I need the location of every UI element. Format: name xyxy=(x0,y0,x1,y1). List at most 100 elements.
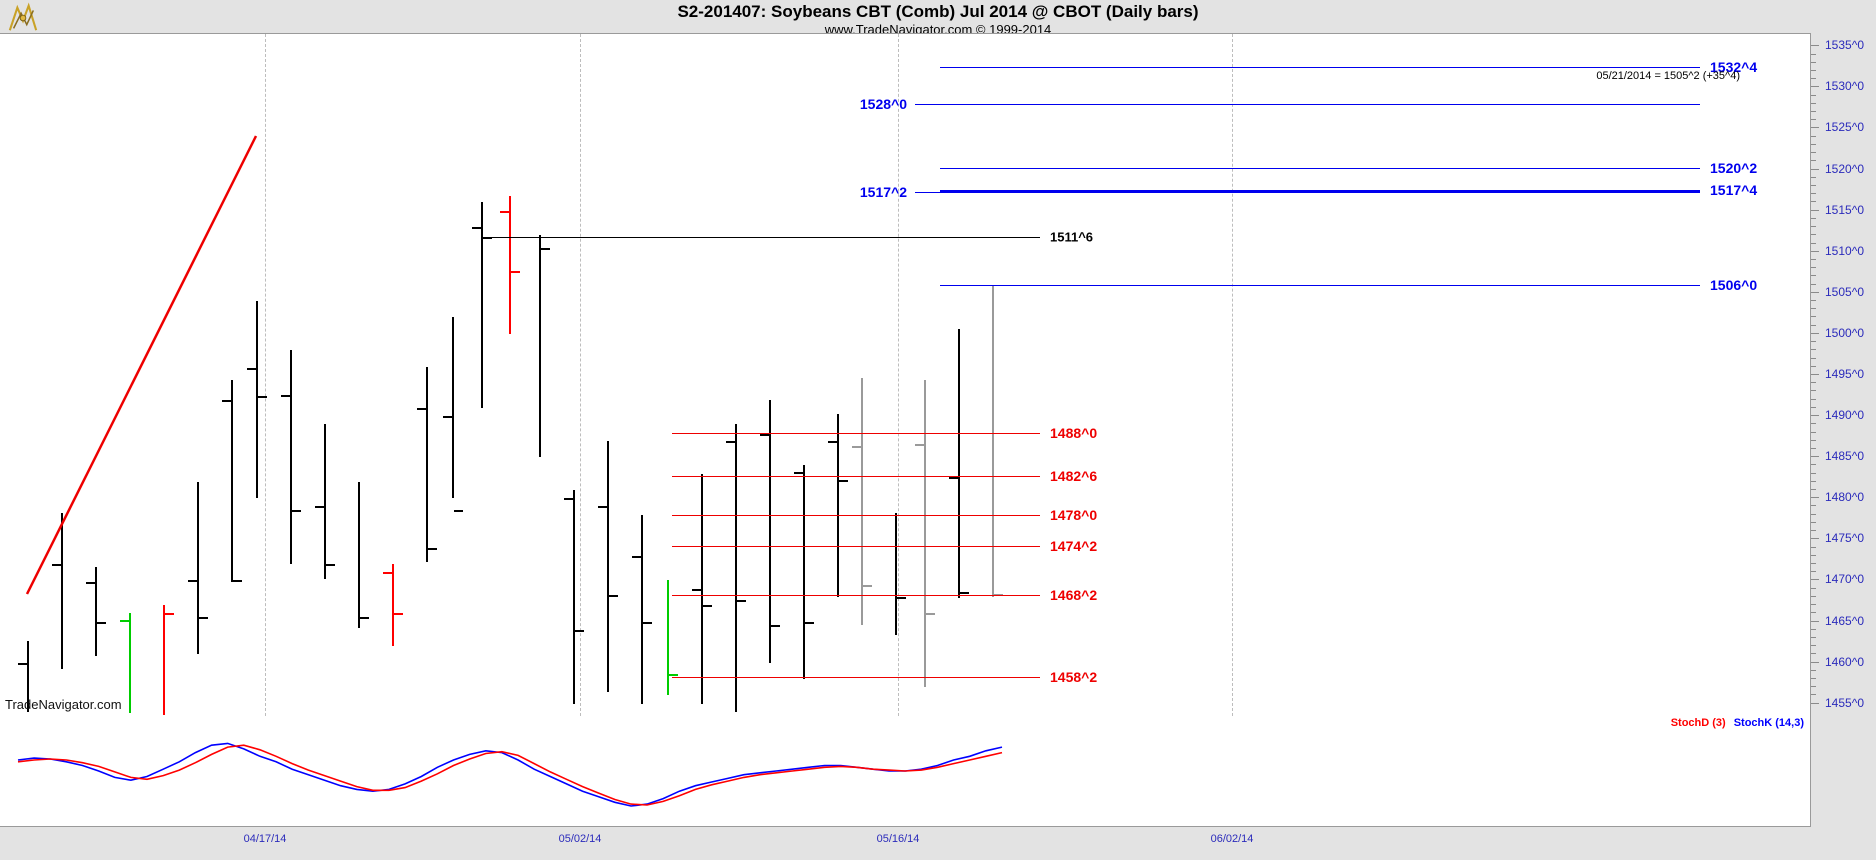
price-tick-minor xyxy=(1811,678,1816,680)
price-tick-minor xyxy=(1811,102,1816,104)
price-tick-mark xyxy=(1811,702,1819,704)
price-tick-minor xyxy=(1811,316,1816,318)
price-tick-label: 1515^0 xyxy=(1825,202,1864,217)
price-tick-mark xyxy=(1811,127,1819,129)
price-tick-minor xyxy=(1811,562,1816,564)
ohlc-open-tick xyxy=(120,619,129,622)
price-tick-minor xyxy=(1811,480,1816,482)
price-tick-minor xyxy=(1811,258,1816,260)
price-tick-minor xyxy=(1811,53,1816,55)
date-axis[interactable]: 04/17/14 05/02/14 05/16/14 06/02/14 xyxy=(0,827,1876,860)
ohlc-close-tick xyxy=(926,613,935,616)
ohlc-bar xyxy=(163,605,165,716)
ohlc-close-tick xyxy=(960,591,969,594)
stochastic-line-k xyxy=(17,742,1003,807)
ohlc-close-tick xyxy=(199,616,208,619)
price-tick-minor xyxy=(1811,365,1816,367)
uptrend-line xyxy=(25,135,258,595)
price-tick-minor xyxy=(1811,78,1816,80)
watermark-label: TradeNavigator.com xyxy=(5,697,122,712)
gridline-05-02-14 xyxy=(580,34,581,716)
ohlc-open-tick xyxy=(564,498,573,501)
price-tick-minor xyxy=(1811,472,1816,474)
trade-navigator-logo-icon xyxy=(4,2,42,34)
price-tick-mark xyxy=(1811,497,1819,499)
price-tick-mark xyxy=(1811,415,1819,417)
price-tick-mark xyxy=(1811,291,1819,293)
price-tick-label: 1475^0 xyxy=(1825,531,1864,546)
price-tick-label: 1510^0 xyxy=(1825,243,1864,258)
price-tick-label: 1495^0 xyxy=(1825,367,1864,381)
level-line-1511-6 xyxy=(485,237,1040,239)
price-tick-minor xyxy=(1811,694,1816,696)
level-line-1528-0 xyxy=(915,103,1700,105)
price-tick-label: 1535^0 xyxy=(1825,38,1864,53)
level-line-1506-0 xyxy=(940,284,1700,286)
price-readout: 05/21/2014 = 1505^2 (+35^4) xyxy=(1596,70,1740,82)
price-tick-minor xyxy=(1811,612,1816,614)
price-tick-minor xyxy=(1811,406,1816,408)
price-tick-minor xyxy=(1811,595,1816,597)
gridline-06-02-14 xyxy=(1232,34,1233,716)
indicator-legend: StochD (3) StochK (14,3) xyxy=(1671,717,1804,729)
price-tick-minor xyxy=(1811,111,1816,113)
ohlc-open-tick xyxy=(281,394,290,397)
level-line-1517-2 xyxy=(915,192,1700,194)
ohlc-bar xyxy=(358,481,360,629)
ohlc-bar xyxy=(324,424,326,579)
price-tick-minor xyxy=(1811,275,1816,277)
level-label-1478-0: 1478^0 xyxy=(1050,506,1098,523)
price-tick-minor xyxy=(1811,390,1816,392)
stochastic-indicator-pane[interactable]: StochD (3) StochK (14,3) xyxy=(0,716,1810,827)
price-tick-minor xyxy=(1811,521,1816,523)
price-tick-minor xyxy=(1811,505,1816,507)
price-tick-minor xyxy=(1811,300,1816,302)
level-line-1468-2 xyxy=(672,594,1040,596)
ohlc-close-tick xyxy=(643,621,652,624)
gridline-04-17-14 xyxy=(265,34,266,716)
level-label-1506-0: 1506^0 xyxy=(1710,276,1758,293)
ohlc-open-tick xyxy=(500,210,509,213)
level-label-1488-0: 1488^0 xyxy=(1050,424,1098,441)
price-tick-minor xyxy=(1811,447,1816,449)
price-tick-label: 1465^0 xyxy=(1825,613,1864,628)
price-tick-minor xyxy=(1811,226,1816,228)
price-tick-minor xyxy=(1811,242,1816,244)
price-tick-label: 1490^0 xyxy=(1825,408,1864,423)
price-tick-minor xyxy=(1811,382,1816,384)
ohlc-close-tick xyxy=(394,613,403,616)
ohlc-close-tick xyxy=(258,396,267,399)
price-tick-minor xyxy=(1811,283,1816,285)
price-tick-minor xyxy=(1811,464,1816,466)
ohlc-close-tick xyxy=(863,585,872,588)
ohlc-bar xyxy=(641,514,643,704)
price-tick-mark xyxy=(1811,456,1819,458)
price-tick-minor xyxy=(1811,513,1816,515)
ohlc-bar xyxy=(426,366,428,563)
ohlc-close-tick xyxy=(805,621,814,624)
price-tick-label: 1460^0 xyxy=(1825,654,1864,669)
ohlc-open-tick xyxy=(383,572,392,575)
level-line-1532-4 xyxy=(940,66,1700,68)
level-label-1517-2: 1517^2 xyxy=(859,184,907,201)
ohlc-open-tick xyxy=(760,434,769,437)
ohlc-bar xyxy=(290,350,292,564)
ohlc-bar xyxy=(539,235,541,458)
price-axis[interactable]: 1535^0 1530^0 1525^0 1520^0 1515^0 1510^0 1505… xyxy=(1810,33,1876,827)
ohlc-open-tick xyxy=(443,416,452,419)
ohlc-close-tick xyxy=(454,509,463,512)
ohlc-close-tick xyxy=(511,271,520,274)
ohlc-bar xyxy=(27,641,29,712)
ohlc-bar xyxy=(129,613,131,713)
price-tick-mark xyxy=(1811,538,1819,540)
ohlc-open-tick xyxy=(222,399,231,402)
date-tick-label: 04/17/14 xyxy=(243,833,287,845)
level-line-1520-2 xyxy=(940,167,1700,169)
price-tick-minor xyxy=(1811,94,1816,96)
price-tick-minor xyxy=(1811,554,1816,556)
price-tick-mark xyxy=(1811,168,1819,170)
trendline-svg xyxy=(25,135,258,595)
ohlc-open-tick xyxy=(598,506,607,509)
price-chart-pane[interactable]: 1532^4 1528^0 1520^2 1517^4 1517^2 1511^6 1506… xyxy=(0,33,1810,717)
price-tick-minor xyxy=(1811,604,1816,606)
